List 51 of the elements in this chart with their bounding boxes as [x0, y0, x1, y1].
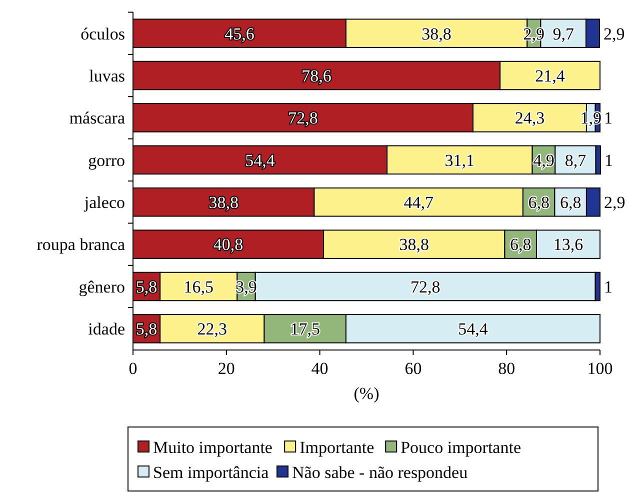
y-tick-label: gênero [78, 277, 125, 296]
data-label: 6,8 [560, 193, 582, 212]
data-label: 38,8 [399, 235, 430, 254]
data-label: 22,3 [197, 320, 228, 339]
data-label: 2,9 [604, 24, 625, 44]
data-label: 40,8 [213, 235, 244, 254]
data-label: 45,6 [224, 24, 254, 44]
y-tick-label: óculos [80, 24, 125, 44]
y-tick-label: máscara [69, 108, 126, 128]
data-label: 9,7 [552, 24, 574, 44]
data-label: 72,8 [288, 108, 318, 128]
x-tick-label: 20 [218, 359, 235, 378]
legend-label: Importante [300, 438, 374, 457]
data-label: 54,4 [458, 320, 488, 339]
legend-label: Muito importante [153, 438, 272, 457]
data-label: 17,5 [290, 320, 320, 339]
y-tick-label: luvas [89, 66, 125, 86]
data-label: 13,6 [553, 235, 584, 254]
x-tick-label: 60 [404, 359, 422, 378]
data-label: 54,4 [245, 150, 276, 170]
data-label: 1 [604, 277, 612, 296]
data-label: 16,5 [184, 277, 214, 296]
data-label: 78,6 [302, 66, 332, 86]
data-label: 31,1 [444, 150, 475, 170]
data-label: 38,8 [208, 193, 238, 212]
x-axis-title: (%) [354, 384, 380, 403]
x-tick-label: 40 [311, 359, 328, 378]
data-label: 38,8 [422, 24, 452, 44]
data-label: 5,8 [136, 320, 158, 339]
y-tick-label: gorro [88, 150, 125, 170]
legend-label: Não sabe - não respondeu [292, 462, 468, 482]
data-label: 6,8 [528, 193, 550, 212]
data-label: 6,8 [510, 235, 532, 254]
legend-label: Pouco importante [400, 438, 522, 457]
y-tick-label: jaleco [83, 193, 125, 212]
data-label: 8,7 [564, 150, 587, 170]
data-label: 72,8 [410, 277, 440, 296]
x-tick-label: 0 [128, 359, 138, 378]
data-label: 4,9 [533, 150, 554, 170]
x-tick-label: 80 [498, 359, 516, 378]
data-label: 2,9 [604, 193, 626, 212]
data-label: 21,4 [535, 66, 566, 86]
data-label: 1 [604, 108, 612, 128]
y-tick-label: roupa branca [36, 235, 126, 254]
data-label: 1 [604, 150, 613, 170]
y-tick-label: idade [88, 320, 125, 339]
legend-label: Sem importância [153, 462, 270, 482]
data-label: 24,3 [514, 108, 545, 128]
data-label: 5,8 [136, 277, 158, 296]
data-label: 44,7 [404, 193, 434, 212]
x-tick-label: 100 [587, 359, 613, 378]
